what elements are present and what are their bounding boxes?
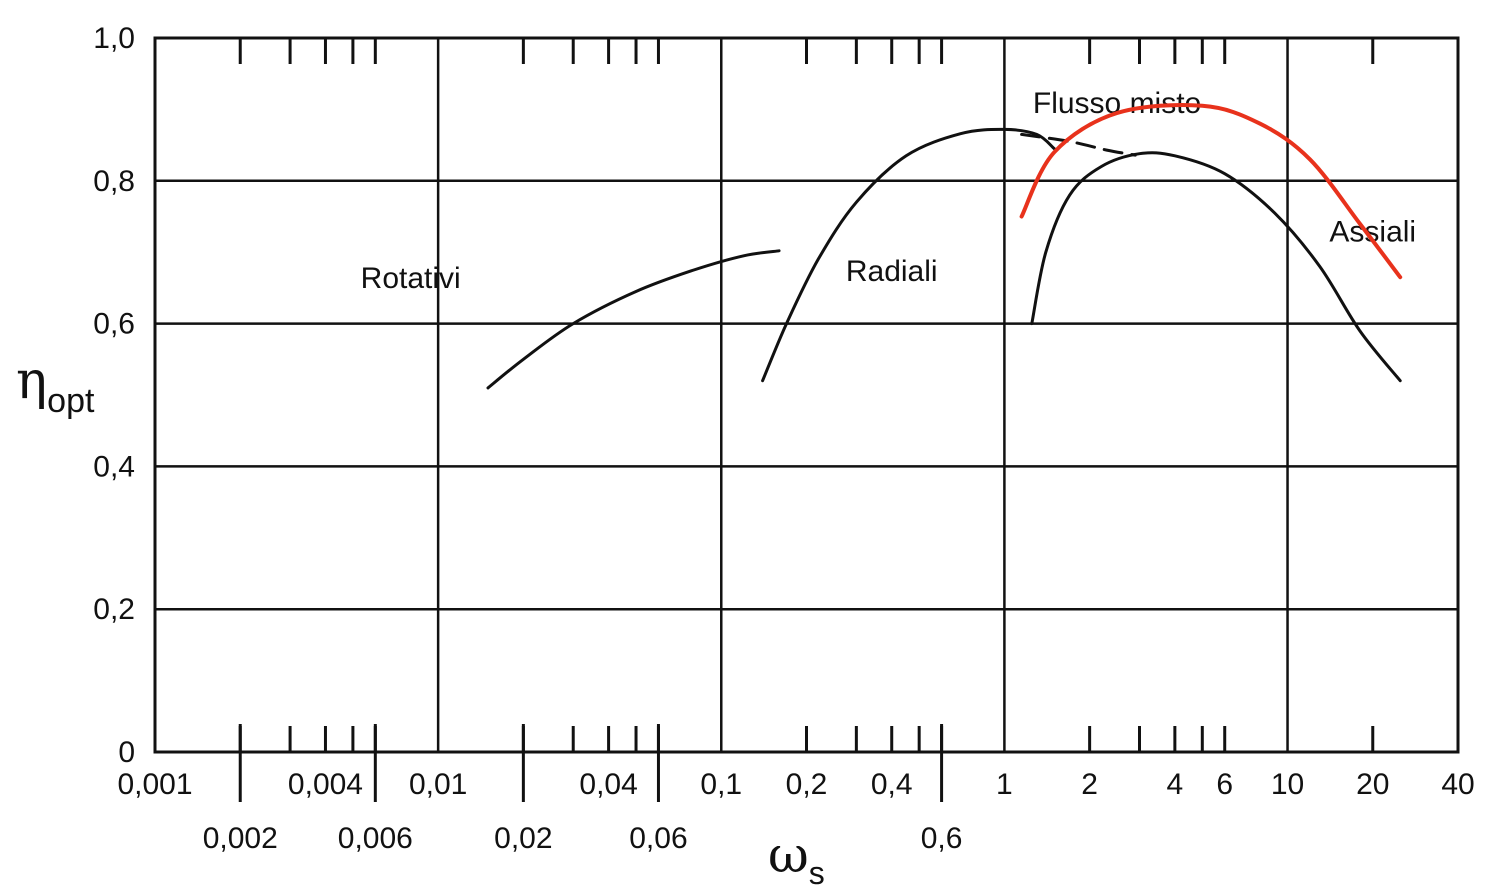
x-tick-label: 0,004 bbox=[288, 768, 363, 801]
y-tick-label: 1,0 bbox=[93, 22, 135, 55]
ticks-layer bbox=[238, 38, 1375, 802]
x-tick-label: 40 bbox=[1441, 768, 1474, 801]
plot-frame bbox=[153, 36, 1460, 754]
x-tick-label-lower: 0,6 bbox=[921, 822, 963, 855]
series-line-assiali bbox=[1030, 151, 1402, 383]
x-tick-label: 6 bbox=[1216, 768, 1233, 801]
x-tick-label-lower: 0,002 bbox=[203, 822, 278, 855]
series-label-radiali: Radiali bbox=[846, 255, 938, 288]
x-tick-label: 20 bbox=[1356, 768, 1389, 801]
x-tick-label: 0,4 bbox=[871, 768, 913, 801]
tick-labels: 00,20,40,60,81,00,001 0,004 0,01 0,04 0,1 0,2… bbox=[93, 22, 1474, 855]
x-tick-label: 0,04 bbox=[579, 768, 637, 801]
x-tick-label: 0,1 bbox=[700, 768, 742, 801]
x-axis-symbol: ω bbox=[768, 826, 809, 884]
x-tick-label: 0,01 bbox=[409, 768, 467, 801]
x-tick-label: 0,2 bbox=[786, 768, 828, 801]
series-line-radiali bbox=[761, 127, 1056, 383]
x-tick-label-lower: 0,02 bbox=[494, 822, 552, 855]
red-overlay-curve bbox=[1019, 103, 1403, 280]
x-tick-label: 2 bbox=[1081, 768, 1098, 801]
x-tick-label: 0,001 bbox=[117, 768, 192, 801]
y-axis-subscript: opt bbox=[47, 382, 95, 420]
grid-layer bbox=[153, 36, 1460, 754]
y-axis-title: ηopt bbox=[16, 351, 95, 420]
series-label-rotativi: Rotativi bbox=[361, 262, 461, 295]
y-tick-label: 0 bbox=[118, 736, 135, 769]
x-axis-title: ωs bbox=[768, 826, 825, 891]
x-axis-subscript: s bbox=[809, 855, 825, 891]
x-tick-label: 1 bbox=[996, 768, 1013, 801]
x-tick-label-lower: 0,006 bbox=[338, 822, 413, 855]
series-line-rotativi bbox=[486, 249, 781, 390]
y-tick-label: 0,4 bbox=[93, 450, 135, 483]
x-tick-label: 4 bbox=[1167, 768, 1184, 801]
y-tick-label: 0,2 bbox=[93, 593, 135, 626]
y-axis-symbol: η bbox=[16, 351, 47, 411]
x-tick-label-lower: 0,06 bbox=[629, 822, 687, 855]
y-tick-label: 0,8 bbox=[93, 165, 135, 198]
x-tick-label: 10 bbox=[1271, 768, 1304, 801]
y-tick-label: 0,6 bbox=[93, 308, 135, 341]
series-line-flusso-misto bbox=[1020, 132, 1137, 157]
